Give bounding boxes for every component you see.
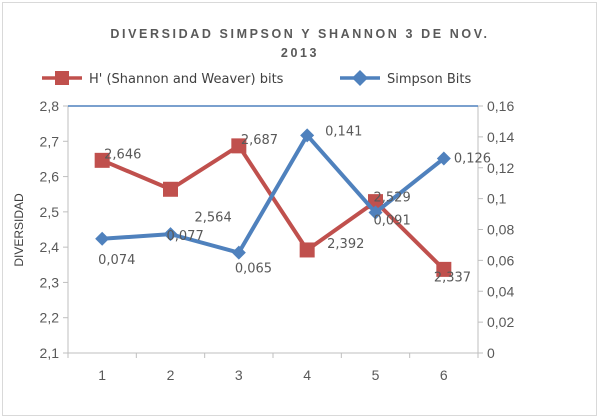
- legend-item-shannon: H' (Shannon and Weaver) bits: [42, 71, 284, 87]
- y-left-tick-label: 2,5: [40, 204, 60, 220]
- simpson-data-label: 0,126: [454, 151, 491, 166]
- simpson-point: [368, 205, 383, 220]
- data-labels-layer: 2,646 2,564 2,687 2,392 2,529 2,337 0,074 0,077…: [98, 124, 491, 285]
- shannon-data-label: 2,392: [327, 237, 364, 252]
- shannon-data-label: 2,646: [104, 147, 141, 162]
- shannon-point: [299, 242, 315, 258]
- series-line-simpson: [102, 133, 446, 255]
- y-left-tick-label: 2,6: [40, 169, 60, 185]
- legend-simpson-label: Simpson Bits: [387, 72, 472, 87]
- simpson-point: [436, 151, 451, 166]
- shannon-point: [94, 152, 110, 168]
- legend-item-simpson: Simpson Bits: [340, 70, 472, 87]
- axes: 2,1 2,2 2,3 2,4 2,5 2,6 2,7 2,8 0 0,02 0,04 0,06 0,0…: [40, 98, 515, 383]
- simpson-point: [95, 231, 110, 246]
- y-left-tick-label: 2,8: [40, 98, 60, 114]
- x-tick-label: 4: [303, 367, 311, 383]
- x-tick-label: 5: [372, 367, 380, 383]
- shannon-data-label: 2,529: [374, 191, 411, 206]
- legend: H' (Shannon and Weaver) bits Simpson Bit…: [42, 70, 472, 87]
- y-left-tick-label: 2,1: [40, 345, 60, 361]
- y-right-tick-label: 0,1: [487, 191, 507, 207]
- y-left-tick-label: 2,3: [40, 274, 60, 290]
- y-right-tick-label: 0,02: [487, 314, 514, 330]
- shannon-point: [163, 181, 178, 197]
- shannon-data-label: 2,687: [241, 133, 278, 148]
- shannon-point: [231, 138, 247, 154]
- simpson-data-label: 0,141: [325, 124, 362, 139]
- simpson-data-label: 0,074: [98, 253, 135, 268]
- shannon-point: [436, 261, 452, 277]
- x-tick-label: 2: [167, 367, 175, 383]
- legend-shannon-label: H' (Shannon and Weaver) bits: [89, 72, 284, 87]
- legend-simpson-marker: [352, 70, 368, 86]
- chart-title-line-2: 2013: [281, 46, 319, 60]
- y-right-tick-label: 0,14: [487, 129, 514, 145]
- x-tick-label: 3: [235, 367, 243, 383]
- y-right-tick-label: 0,12: [487, 160, 514, 176]
- simpson-point: [231, 245, 246, 260]
- y-left-tick-label: 2,4: [40, 239, 60, 255]
- simpson-data-label: 0,077: [167, 229, 204, 244]
- chart-frame: [2, 2, 597, 416]
- shannon-data-label: 2,564: [195, 210, 232, 225]
- simpson-data-label: 0,091: [374, 214, 411, 229]
- chart-title-line-1: DIVERSIDAD SIMPSON Y SHANNON 3 DE NOV.: [110, 27, 489, 41]
- simpson-data-label: 0,065: [235, 262, 272, 277]
- y-right-tick-label: 0,04: [487, 283, 514, 299]
- y-axis-label: DIVERSIDAD: [12, 193, 26, 267]
- y-right-tick-label: 0,06: [487, 252, 514, 268]
- series-layer: [94, 128, 452, 277]
- x-tick-label: 6: [440, 367, 448, 383]
- series-line-shannon: [101, 143, 446, 271]
- y-left-tick-label: 2,2: [40, 310, 60, 326]
- simpson-point: [163, 227, 178, 242]
- simpson-point: [300, 128, 315, 143]
- legend-shannon-marker: [55, 71, 69, 85]
- x-tick-label: 1: [98, 367, 106, 383]
- y-left-tick-label: 2,7: [40, 133, 60, 149]
- y-right-tick-label: 0: [487, 345, 495, 361]
- y-right-tick-label: 0,16: [487, 98, 514, 114]
- shannon-data-label: 2,337: [434, 270, 471, 285]
- y-right-tick-label: 0,08: [487, 222, 514, 238]
